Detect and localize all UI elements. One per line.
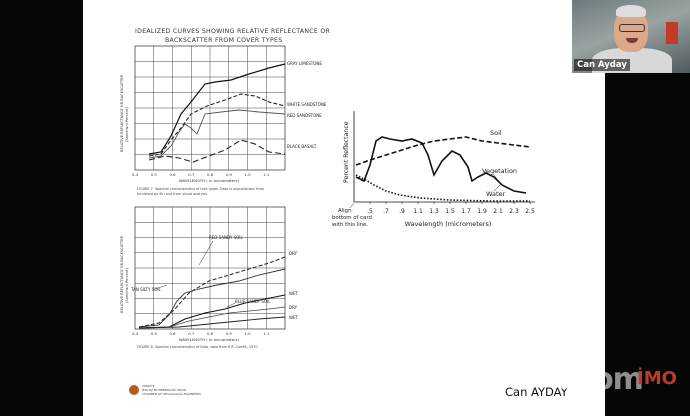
chart1-tick: 0.9 xyxy=(226,172,233,177)
chart1-tick: 1.0 xyxy=(244,172,251,177)
soil-reflectance-chart: 0.4 0.5 0.6 0.7 0.8 0.9 1.0 1.1 WAVELENG… xyxy=(120,206,298,349)
vegetation-label: Vegetation xyxy=(482,167,517,175)
wall-pennant xyxy=(666,22,678,44)
dry-label: DRY xyxy=(289,305,298,310)
chart1-ylabel: RELATIVE REFLECTANCE OR BACKSCATTER xyxy=(120,74,124,152)
water-label: Water xyxy=(486,190,506,198)
chart1-caption-line2: furnished by Siri and from visual analys… xyxy=(137,192,208,196)
participant-mouth xyxy=(626,38,638,43)
chart3-tick: 1.7 xyxy=(461,208,471,215)
spectral-signature-chart: Percent Reflectance .5 .7 .9 1.1 1.3 1.5… xyxy=(332,111,535,228)
chart2-tick: 0.8 xyxy=(207,331,214,336)
chamber-logo-icon xyxy=(129,385,139,395)
water-curve xyxy=(355,174,530,202)
chart2-tick: 0.5 xyxy=(151,331,158,336)
participant-name-label: Can Ayday xyxy=(574,59,630,71)
chart3-tick: 2.5 xyxy=(525,208,535,215)
footer-line2: JEOLOJİ MÜHENDİSLİĞİ ODASI xyxy=(142,388,187,392)
align-note-line2: bottom of card xyxy=(332,215,372,221)
overlay-logo: İMO xyxy=(637,368,677,389)
align-note-line3: with this line. xyxy=(332,222,368,228)
chart2-ylabel: RELATIVE REFLECTANCE OR BACKSCATTER xyxy=(120,235,124,313)
dry-label: DRY xyxy=(289,251,298,256)
red-sandstone-label: RED SANDSTONE xyxy=(287,113,322,118)
chart2-caption: FIGURE 8. Spectral characteristics of So… xyxy=(137,345,258,349)
chart2-tick: 1.1 xyxy=(263,331,270,336)
red-sandy-soil-dry-curve xyxy=(138,256,286,328)
chart3-tick: 2.3 xyxy=(509,208,519,215)
black-basalt-label: BLACK BASALT xyxy=(287,144,317,149)
blue-sandy-soil-dry-curve xyxy=(138,306,286,329)
chart1-tick: 1.1 xyxy=(263,172,270,177)
red-sandy-soil-label: RED SANDY SOIL xyxy=(209,235,243,240)
rock-reflectance-chart: 0.4 0.5 0.6 0.7 0.8 0.9 1.0 1.1 WAVELENG… xyxy=(120,45,327,196)
tan-silty-soil-curve xyxy=(138,268,286,328)
chart3-tick: .5 xyxy=(367,208,373,215)
chart1-tick: 0.7 xyxy=(188,172,195,177)
red-sandstone-curve xyxy=(148,109,286,159)
chart2-tick: 0.6 xyxy=(169,331,176,336)
white-sandstone-curve xyxy=(148,93,286,157)
slide-title-line2: BACKSCATTER FROM COVER TYPES xyxy=(165,37,283,44)
chart3-xlabel: Wavelength (micrometers) xyxy=(405,220,492,228)
footer-line3: CHAMBER OF GEOLOGICAL ENGINEERS xyxy=(142,392,201,396)
chart3-tick: 1.9 xyxy=(477,208,487,215)
chart1-xlabel: WAVELENGTH ( in micrometers) xyxy=(179,178,240,183)
tan-silty-soil-label: TAN SILTY SOIL xyxy=(130,287,162,292)
participant-hair xyxy=(616,5,646,17)
gray-limestone-curve xyxy=(148,63,286,155)
footer-line1: TÜRKİYE xyxy=(142,384,155,388)
chart1-tick: 0.8 xyxy=(207,172,214,177)
chart3-tick: .7 xyxy=(383,208,389,215)
zoom-watermark: zoom xyxy=(557,362,644,397)
black-basalt-curve xyxy=(148,139,286,163)
chart1-tick: 0.5 xyxy=(151,172,158,177)
chart2-tick: 0.9 xyxy=(226,331,233,336)
participant-video-tile[interactable]: Can Ayday xyxy=(572,0,690,73)
participant-glasses xyxy=(619,24,645,32)
chart1-tick: 0.6 xyxy=(169,172,176,177)
chart2-ylabel2: (Spectrum Percent) xyxy=(125,268,129,303)
blue-sandy-soil-label: BLUE SANDY SOIL xyxy=(235,299,271,304)
shared-slide: IDEALIZED CURVES SHOWING RELATIVE REFLEC… xyxy=(83,0,605,416)
chart1-caption-line1: FIGURE 7. Spectral characteristics of ro… xyxy=(137,187,265,191)
chart3-tick: 1.3 xyxy=(429,208,439,215)
chart3-tick: 1.5 xyxy=(445,208,455,215)
chart1-tick: 0.4 xyxy=(132,172,139,177)
chart2-tick: 1.0 xyxy=(244,331,251,336)
white-sandstone-label: WHITE SANDSTONE xyxy=(287,102,327,107)
wet-label: WET xyxy=(289,315,298,320)
vegetation-curve xyxy=(355,136,527,194)
chart2-tick: 0.4 xyxy=(132,331,139,336)
wet-label: WET xyxy=(289,291,298,296)
chart3-ylabel: Percent Reflectance xyxy=(343,121,350,183)
slide-title-line1: IDEALIZED CURVES SHOWING RELATIVE REFLEC… xyxy=(135,28,331,35)
soil-label: Soil xyxy=(490,129,502,137)
chart2-tick: 0.7 xyxy=(188,331,195,336)
gray-limestone-label: GRAY LIMESTONE xyxy=(287,61,322,66)
blue-sandy-soil-wet-curve xyxy=(138,316,286,329)
chart3-tick: 1.1 xyxy=(413,208,423,215)
chart1-ylabel2: (Spectrum Percent) xyxy=(125,107,129,142)
red-sandy-soil-wet-curve xyxy=(138,294,286,329)
chart2-xlabel: WAVELENGTH ( in micrometers) xyxy=(179,337,240,342)
presenter-name: Can AYDAY xyxy=(505,385,568,399)
chart3-tick: .9 xyxy=(399,208,405,215)
align-note-line1: Align xyxy=(338,208,352,214)
chart3-tick: 2.1 xyxy=(493,208,503,215)
